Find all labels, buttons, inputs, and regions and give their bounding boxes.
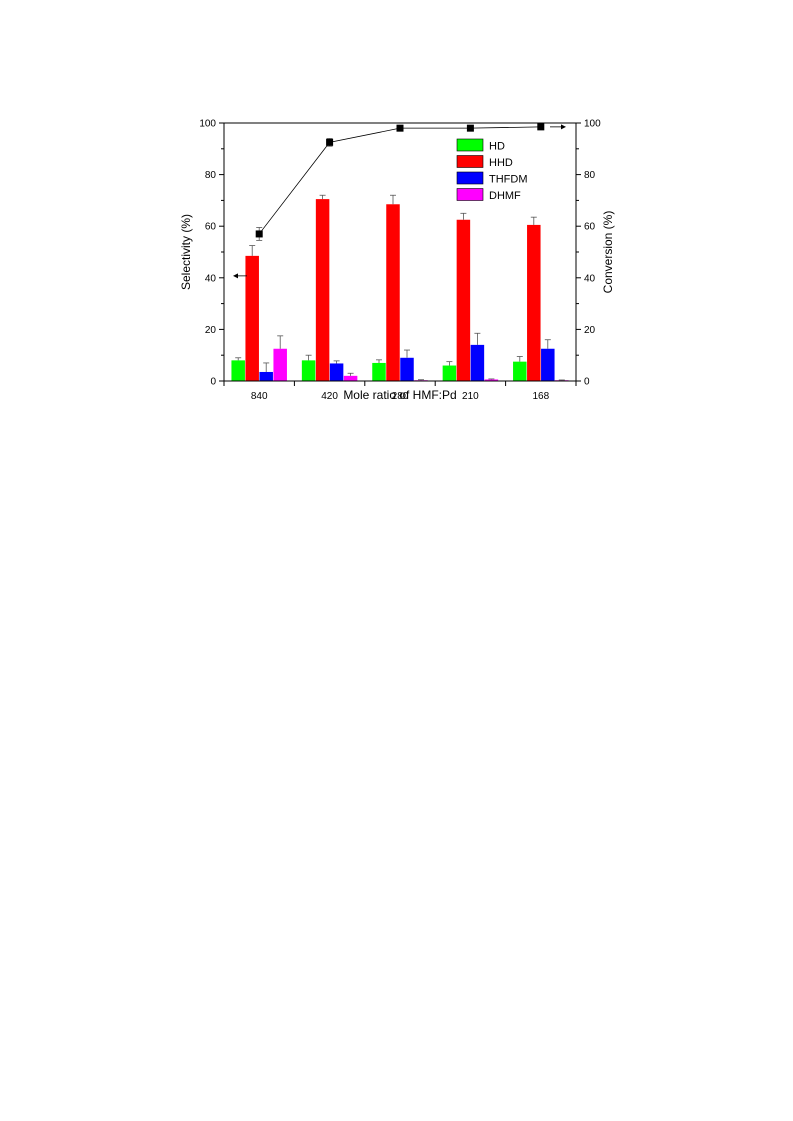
conversion-point-280 xyxy=(396,124,404,132)
chart: 0 0 20 20 40 40 60 60 80 80 100 100 840 420 280 210 168 M… xyxy=(0,0,793,440)
ytick-label-right-100: 100 xyxy=(584,119,601,130)
bar-thfdm-210 xyxy=(470,344,485,381)
ytick-label-left-80: 80 xyxy=(205,170,217,181)
legend-swatch-dhmf xyxy=(456,188,484,201)
bar-hhd-280 xyxy=(386,204,400,381)
legend-swatch-thfdm xyxy=(456,171,484,185)
bar-hd-280 xyxy=(372,362,386,381)
bar-dhmf-420 xyxy=(343,375,358,381)
ytick-label-right-80: 80 xyxy=(584,170,596,181)
ytick-label-left-60: 60 xyxy=(205,222,217,233)
bar-hhd-210 xyxy=(456,219,471,381)
conversion-point-840 xyxy=(255,230,263,238)
xtick-label-840: 840 xyxy=(251,391,268,402)
right-axis-arrowhead xyxy=(561,124,566,130)
conversion-point-210 xyxy=(466,124,474,132)
xtick-label-280: 280 xyxy=(392,391,409,402)
bar-dhmf-840 xyxy=(273,348,287,381)
x-axis-title: Mole ratio of HMF:Pd xyxy=(343,388,456,402)
ytick-label-right-40: 40 xyxy=(584,273,596,284)
ytick-label-right-0: 0 xyxy=(584,377,590,388)
legend-label-dhmf: DHMF xyxy=(489,190,521,202)
ytick-label-right-20: 20 xyxy=(584,325,596,336)
y-axis-title-left: Selectivity (%) xyxy=(179,214,193,290)
bar-thfdm-420 xyxy=(329,363,344,381)
legend-label-hd: HD xyxy=(489,141,505,153)
xtick-label-210: 210 xyxy=(462,391,479,402)
xtick-label-420: 420 xyxy=(321,391,338,402)
bar-hd-420 xyxy=(301,360,316,381)
y-axis-title-right: Conversion (%) xyxy=(601,211,615,294)
legend-swatch-hhd xyxy=(456,155,484,168)
bar-hd-210 xyxy=(442,365,457,381)
bar-thfdm-280 xyxy=(400,357,414,381)
bar-thfdm-168 xyxy=(541,348,555,381)
conversion-point-168 xyxy=(537,123,545,131)
plot-frame xyxy=(223,122,577,382)
bar-hd-840 xyxy=(231,360,245,381)
legend-swatch-hd xyxy=(456,138,484,152)
legend-label-hhd: HHD xyxy=(489,157,513,169)
ytick-label-left-20: 20 xyxy=(205,325,217,336)
bar-dhmf-210 xyxy=(484,379,499,381)
xtick-label-168: 168 xyxy=(532,391,549,402)
ytick-label-left-0: 0 xyxy=(210,377,216,388)
conversion-point-420 xyxy=(326,138,334,146)
bar-hhd-420 xyxy=(315,199,330,381)
left-axis-arrowhead xyxy=(233,273,238,279)
chart-svg: 0 0 20 20 40 40 60 60 80 80 100 100 840 420 280 210 168 M… xyxy=(179,119,615,403)
bar-hhd-840 xyxy=(245,255,259,381)
ytick-label-right-60: 60 xyxy=(584,222,596,233)
bar-hd-168 xyxy=(513,361,527,381)
bar-thfdm-840 xyxy=(259,371,273,381)
bar-hhd-168 xyxy=(527,224,541,381)
ytick-label-left-100: 100 xyxy=(199,119,216,130)
legend-label-thfdm: THFDM xyxy=(489,174,528,186)
ytick-label-left-40: 40 xyxy=(205,273,217,284)
